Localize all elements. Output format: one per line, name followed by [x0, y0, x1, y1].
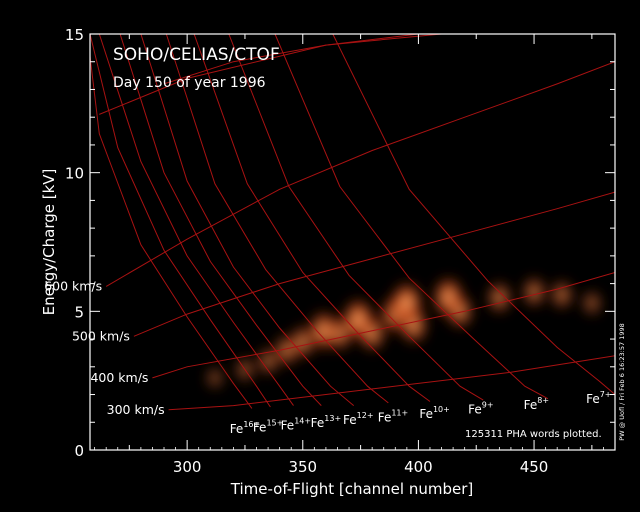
ion-track-fe15 — [90, 34, 271, 408]
pha-count-note: 125311 PHA words plotted. — [465, 429, 602, 440]
x-tick-label: 300 — [173, 458, 202, 476]
ion-label-charge: 16+ — [243, 420, 260, 429]
ion-track-fe9 — [228, 34, 484, 401]
density-blob — [548, 277, 576, 312]
ion-label-base: Fe — [343, 413, 357, 427]
ion-label: Fe7+ — [586, 390, 611, 406]
grid-layer — [90, 34, 615, 411]
ion-label-base: Fe — [230, 422, 244, 436]
density-blob — [397, 304, 430, 347]
chart-title: SOHO/CELIAS/CTOF — [113, 45, 280, 65]
density-blob — [520, 274, 549, 310]
density-blob — [444, 291, 476, 332]
density-blob — [484, 279, 514, 316]
y-axis-title: Energy/Charge [kV] — [40, 169, 58, 316]
x-tick-label: 450 — [520, 458, 549, 476]
ion-track-fe16 — [90, 56, 253, 409]
y-tick-label: 5 — [74, 303, 84, 321]
speed-curve-500 — [133, 191, 615, 337]
y-tick-label: 10 — [65, 165, 84, 183]
chart-subtitle: Day 150 of year 1996 — [113, 75, 266, 91]
ion-label: Fe15+ — [253, 418, 284, 434]
ion-label: Fe8+ — [524, 396, 549, 412]
ion-label-charge: 9+ — [482, 401, 494, 410]
speed-label: 500 km/s — [72, 328, 130, 343]
ion-label-base: Fe — [311, 416, 325, 430]
ion-label-charge: 14+ — [294, 417, 311, 426]
ion-label: Fe14+ — [281, 417, 312, 433]
speed-curve-400 — [152, 272, 615, 379]
y-tick-label: 15 — [65, 26, 84, 44]
side-note: PW @ Uofl / Fri Feb 6 16:23:57 1998 — [618, 323, 626, 441]
ion-label-charge: 15+ — [266, 418, 283, 427]
ion-label: Fe9+ — [468, 401, 493, 417]
ion-track-fe8 — [274, 34, 549, 400]
ion-label-charge: 10+ — [433, 405, 450, 414]
ion-label-base: Fe — [524, 398, 538, 412]
ion-label-base: Fe — [378, 410, 392, 424]
x-tick-label: 350 — [288, 458, 317, 476]
ion-track-fe7 — [332, 34, 615, 395]
speed-curve-600 — [105, 61, 615, 287]
y-tick-label: 0 — [74, 442, 84, 460]
ion-label-base: Fe — [468, 403, 482, 417]
ion-label-charge: 12+ — [357, 411, 374, 420]
ion-label: Fe10+ — [419, 405, 450, 421]
ion-track-fe12 — [140, 34, 355, 406]
x-axis-title: Time-of-Flight [channel number] — [230, 480, 473, 498]
ion-label: Fe13+ — [311, 414, 342, 430]
ion-label: Fe16+ — [230, 420, 261, 436]
density-blob — [579, 288, 605, 318]
x-tick-label: 400 — [404, 458, 433, 476]
ion-label-charge: 8+ — [537, 396, 549, 405]
speed-label: 600 km/s — [44, 278, 102, 293]
density-blob — [203, 364, 227, 392]
ion-track-fe14 — [98, 34, 294, 406]
speed-curve-300 — [168, 355, 615, 411]
ion-label-charge: 13+ — [324, 414, 341, 423]
ion-label-base: Fe — [586, 392, 600, 406]
speed-label: 400 km/s — [90, 370, 148, 385]
speed-label: 300 km/s — [107, 402, 165, 417]
density-blob — [356, 313, 388, 355]
plot-frame — [89, 33, 616, 451]
ion-label-charge: 11+ — [391, 408, 408, 417]
ticks-layer: 300 350 400 450 0 5 10 15 — [65, 26, 616, 476]
ion-label-base: Fe — [419, 407, 433, 421]
density-layer — [203, 274, 605, 392]
ion-track-fe13 — [119, 34, 322, 406]
ion-label: Fe11+ — [378, 408, 409, 424]
ion-label-charge: 7+ — [600, 390, 612, 399]
ion-label-base: Fe — [281, 419, 295, 433]
ion-label: Fe12+ — [343, 411, 374, 427]
ion-track-fe10 — [193, 34, 431, 402]
speed-curve-upper — [99, 34, 521, 115]
ion-label-base: Fe — [253, 420, 267, 434]
